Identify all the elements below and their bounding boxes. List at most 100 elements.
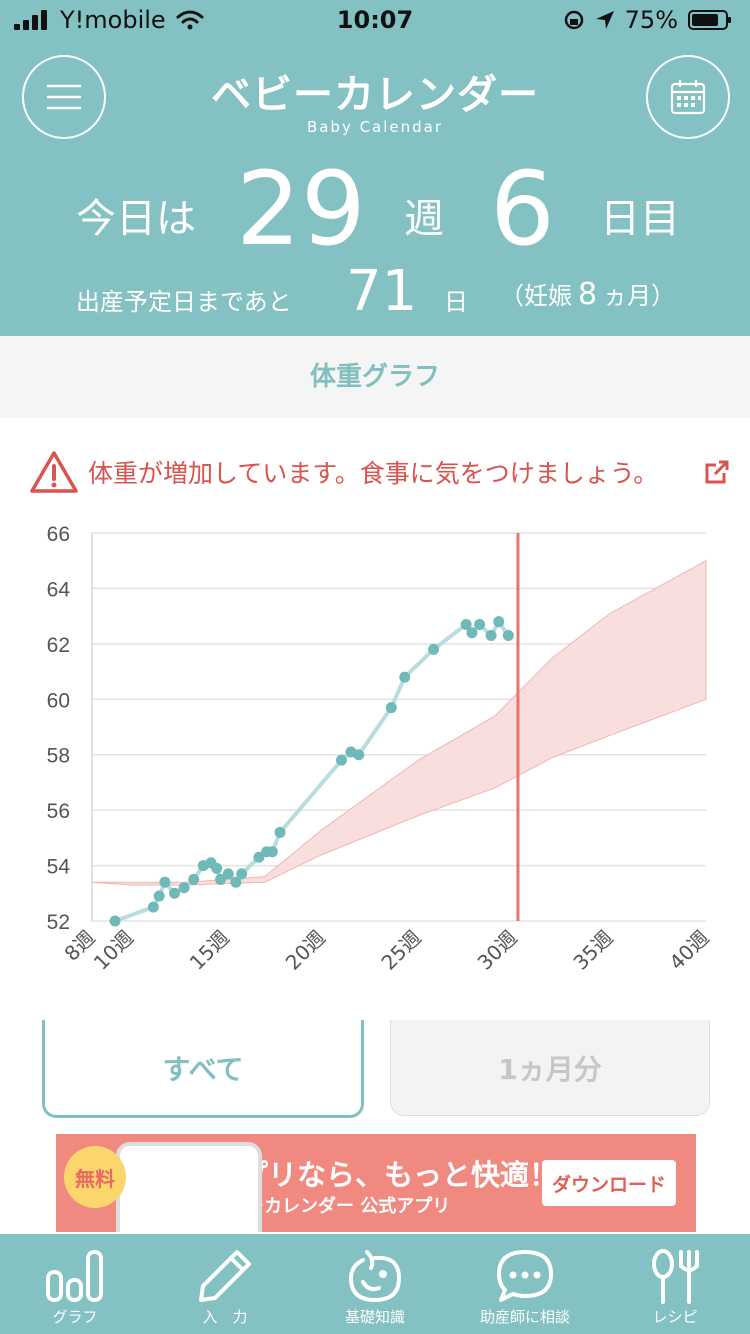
nav-basics[interactable]: 基礎知識	[300, 1234, 450, 1334]
battery-percent: 75%	[624, 6, 678, 34]
data-point	[169, 887, 181, 899]
x-tick-label: 25週	[377, 926, 426, 975]
data-point	[428, 643, 440, 655]
header: ベビーカレンダー Baby Calendar 今日は 29 週 6 日目 出産予…	[0, 0, 750, 336]
nav-input-label: 入 力	[202, 1308, 248, 1326]
y-tick-label: 58	[47, 745, 70, 768]
x-tick-label: 40週	[664, 926, 713, 975]
calendar-icon	[670, 80, 706, 115]
banner-headline: アプリなら、もっと快適！	[210, 1158, 559, 1192]
data-point	[211, 862, 223, 874]
data-point	[178, 882, 190, 894]
carrier: Y!mobile	[60, 6, 166, 34]
signal-icon	[14, 10, 47, 30]
pregnancy-month: （妊娠 8 ヵ月）	[500, 276, 675, 312]
data-point	[159, 876, 171, 888]
clock: 10:07	[336, 6, 414, 34]
nav-graph[interactable]: グラフ	[0, 1234, 150, 1334]
phone-image	[116, 1142, 262, 1232]
month-open: （妊娠	[500, 282, 572, 310]
y-tick-label: 62	[47, 634, 70, 657]
week-number: 29	[236, 150, 366, 269]
data-point	[274, 826, 286, 838]
menu-button[interactable]	[22, 55, 106, 139]
x-tick-label: 35週	[568, 926, 617, 975]
data-point	[474, 618, 486, 630]
tab-all[interactable]: すべて	[42, 1020, 364, 1118]
warning-text: 体重が増加しています。食事に気をつけましょう。	[88, 459, 659, 488]
battery-icon	[688, 10, 731, 30]
data-point	[460, 618, 472, 630]
pencil-icon	[199, 1250, 251, 1302]
month-num: 8	[578, 277, 598, 312]
calendar-button[interactable]	[646, 55, 730, 139]
data-point	[493, 616, 505, 628]
data-point	[266, 846, 278, 858]
days-unit: 日	[444, 288, 468, 316]
data-point	[236, 868, 248, 880]
x-tick-label: 15週	[185, 926, 234, 975]
chat-icon	[497, 1250, 553, 1302]
bar-chart-icon	[46, 1250, 103, 1302]
data-point	[222, 868, 234, 880]
data-point	[335, 754, 347, 766]
weight-warning[interactable]: 体重が増加しています。食事に気をつけましょう。	[30, 448, 730, 496]
hamburger-icon	[46, 84, 82, 110]
nav-basics-label: 基礎知識	[344, 1308, 405, 1326]
logo-en: Baby Calendar	[306, 118, 444, 136]
app-download-banner[interactable]: 無料 アプリなら、もっと快適！ ベビーカレンダー 公式アプリ ダウンロード	[56, 1134, 696, 1232]
nav-midwife[interactable]: 助産師に相談	[450, 1234, 600, 1334]
rotation-lock-icon	[564, 10, 583, 30]
section-title: 体重グラフ	[0, 336, 750, 418]
y-tick-label: 66	[47, 523, 70, 546]
y-tick-label: 64	[47, 578, 71, 601]
recommended-range-band	[91, 559, 707, 886]
data-point	[385, 702, 397, 714]
x-tick-label: 20週	[281, 926, 330, 975]
week-label: 週	[404, 196, 444, 242]
logo: ベビーカレンダー Baby Calendar	[0, 62, 750, 136]
data-point	[353, 749, 365, 761]
bottom-tab-bar: グラフ 入 力 基礎知識 助産師に相談 レシピ	[0, 1234, 750, 1334]
data-point	[153, 890, 165, 902]
tab-one-month[interactable]: 1ヵ月分	[390, 1020, 710, 1116]
data-point	[485, 630, 497, 642]
utensils-icon	[652, 1249, 699, 1304]
due-prefix: 出産予定日まであと	[76, 288, 292, 316]
data-point	[230, 876, 242, 888]
free-badge: 無料	[64, 1146, 126, 1208]
data-point	[253, 851, 265, 863]
data-point	[466, 627, 478, 639]
x-tick-label: 10週	[89, 926, 138, 975]
nav-midwife-label: 助産師に相談	[479, 1308, 570, 1326]
data-point	[399, 671, 411, 683]
nav-recipe[interactable]: レシピ	[600, 1234, 750, 1334]
y-tick-label: 60	[47, 689, 70, 712]
status-bar: Y!mobile 10:07 75%	[0, 0, 750, 40]
data-point	[188, 873, 200, 885]
nav-input[interactable]: 入 力	[150, 1234, 300, 1334]
data-point	[147, 901, 159, 913]
range-tabs: すべて 1ヵ月分	[0, 1020, 750, 1125]
external-link-icon[interactable]	[704, 459, 730, 485]
x-tick-label: 30週	[473, 926, 522, 975]
data-point	[502, 630, 514, 642]
day-number: 6	[490, 150, 555, 269]
nav-graph-label: グラフ	[52, 1308, 98, 1326]
y-tick-label: 52	[47, 911, 70, 934]
baby-icon	[348, 1250, 402, 1303]
y-tick-label: 56	[47, 800, 70, 823]
day-label: 日目	[600, 196, 680, 242]
today-prefix: 今日は	[76, 196, 196, 242]
wifi-icon	[176, 10, 204, 30]
banner-subtitle: ベビーカレンダー 公式アプリ	[210, 1196, 451, 1217]
month-close: ヵ月）	[603, 282, 676, 310]
location-icon	[595, 11, 614, 29]
warning-icon	[30, 451, 78, 493]
data-point	[109, 915, 121, 927]
data-point	[215, 873, 227, 885]
logo-jp: ベビーカレンダー	[211, 72, 539, 118]
download-button[interactable]: ダウンロード	[542, 1160, 676, 1206]
days-left: 71	[346, 259, 418, 324]
